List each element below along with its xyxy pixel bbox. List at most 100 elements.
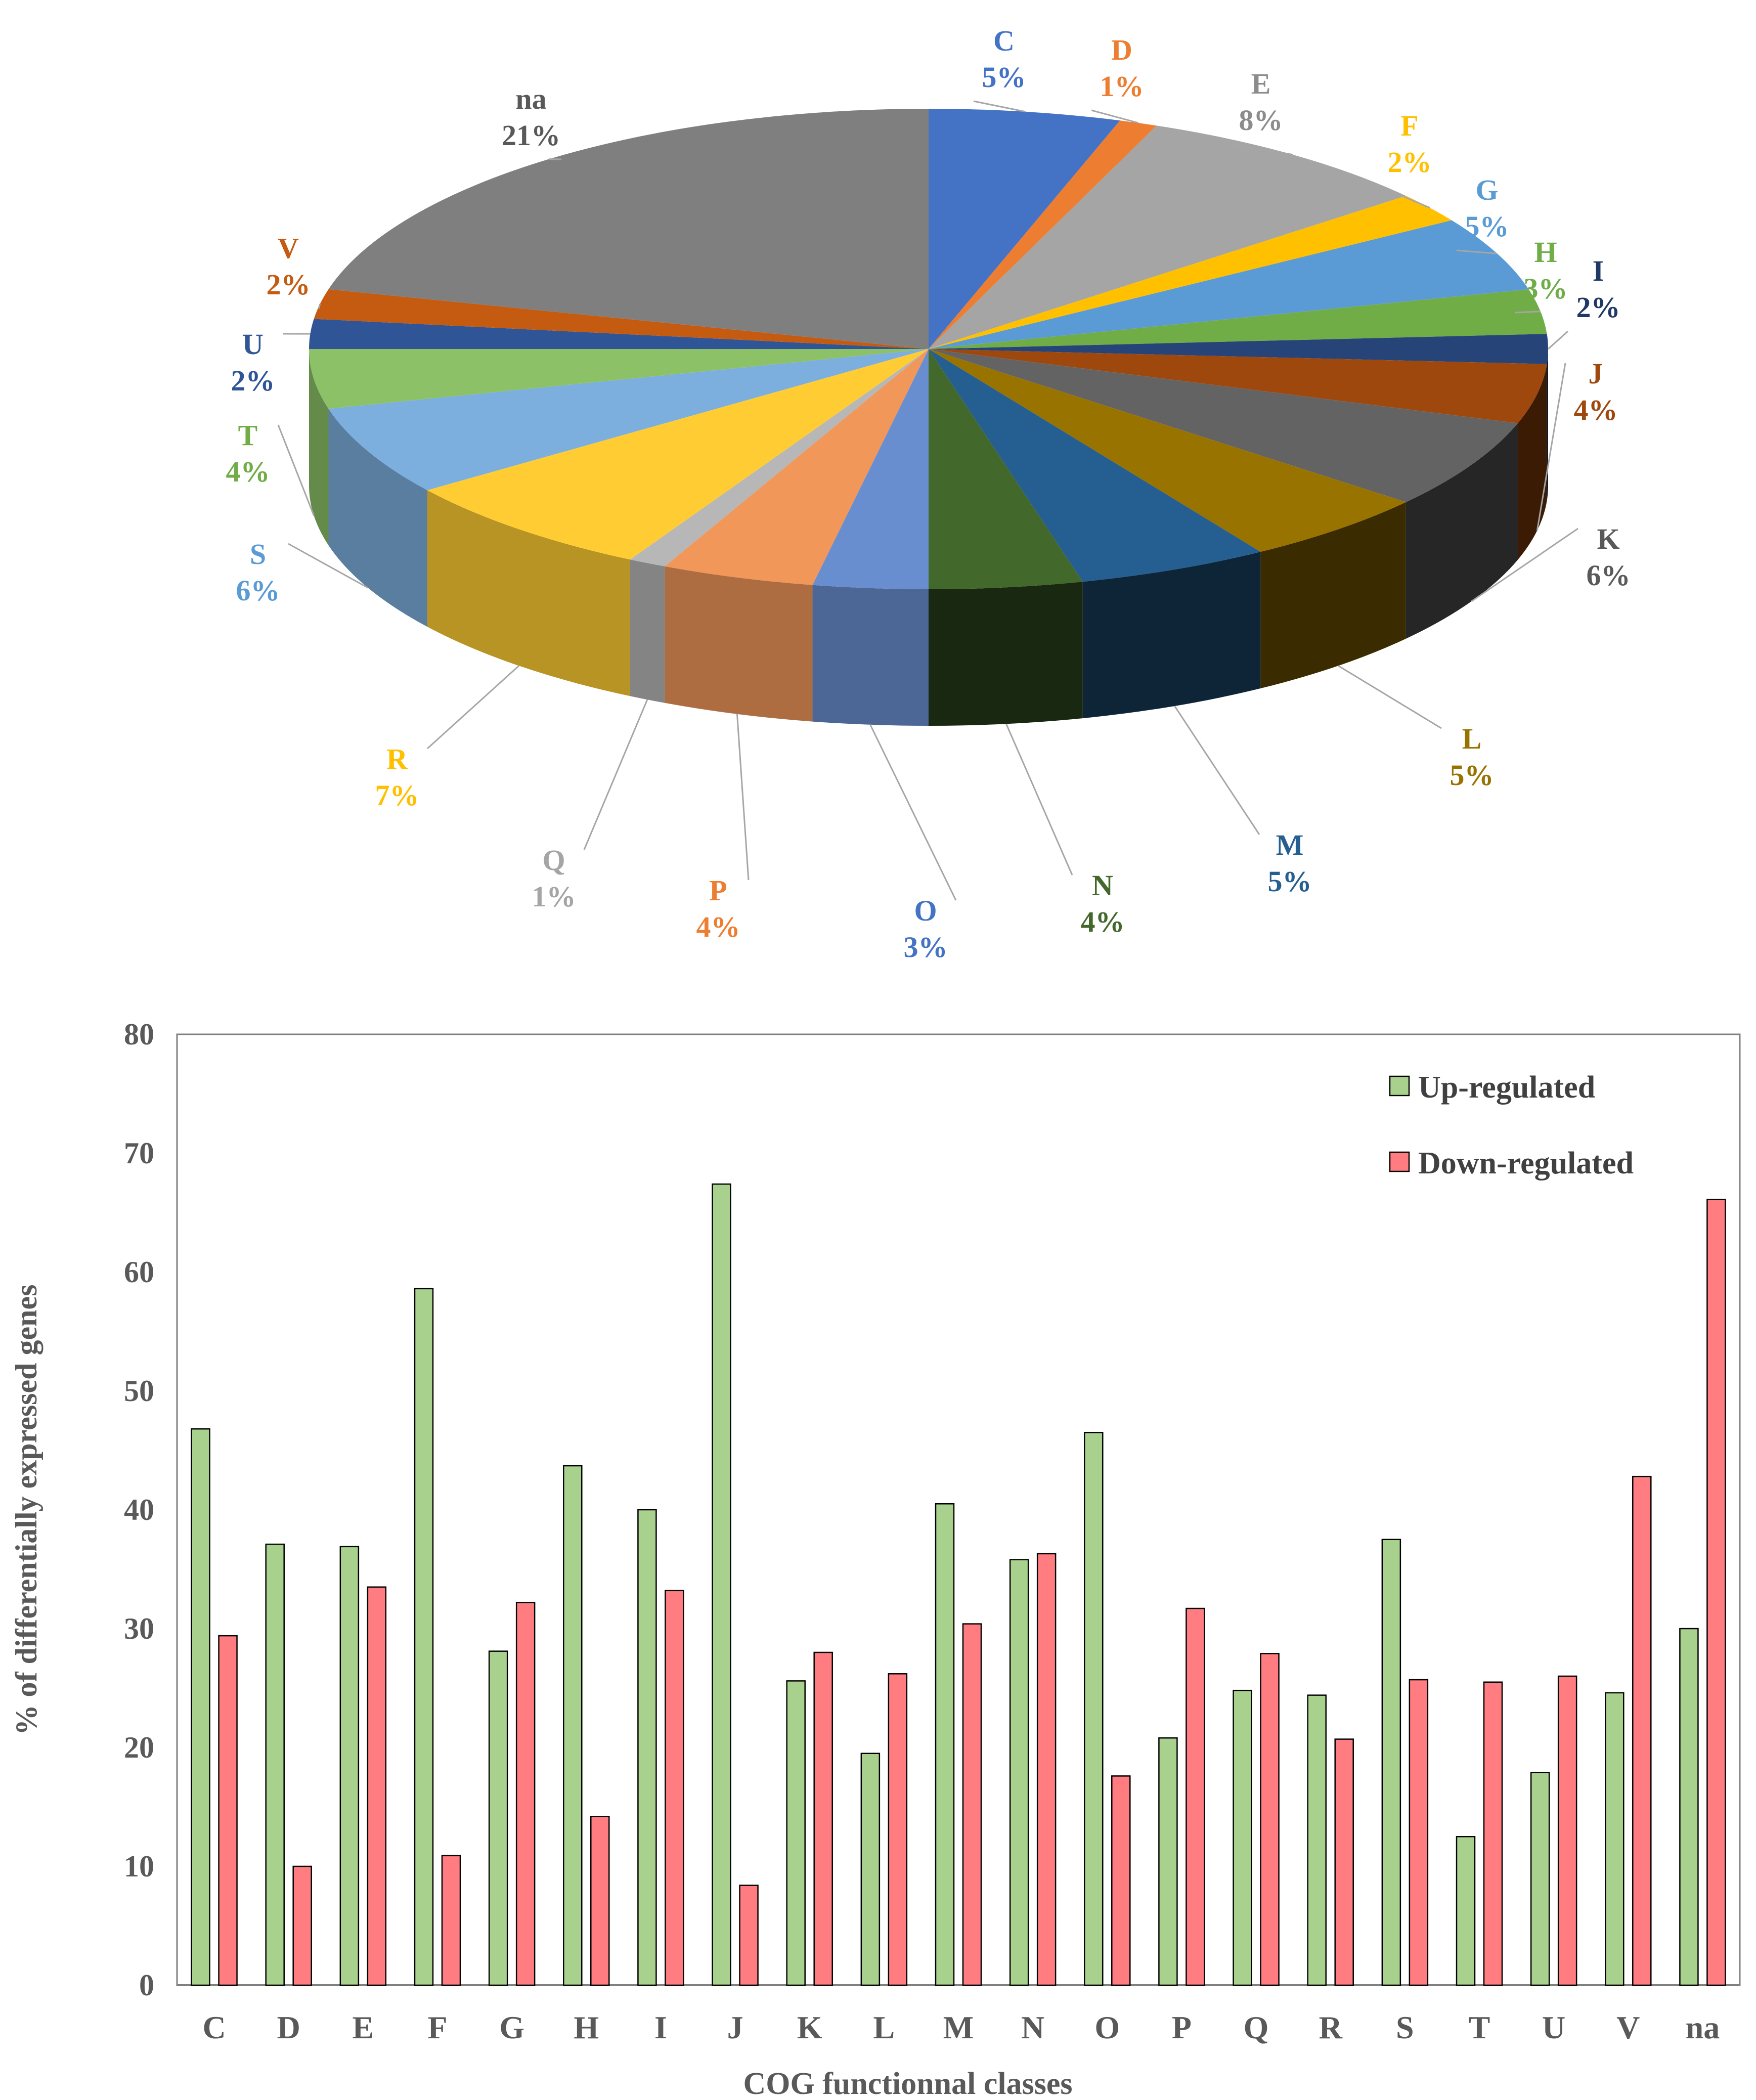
bar-down-regulated-n bbox=[1036, 1553, 1057, 1986]
pie-label-o: O bbox=[914, 894, 937, 927]
pie-side-n bbox=[929, 582, 1083, 726]
bar-down-regulated-s bbox=[1409, 1679, 1429, 1986]
pie-slice-p bbox=[665, 349, 929, 585]
pie-slice-h bbox=[929, 289, 1547, 349]
pie-leader-q bbox=[583, 699, 648, 850]
pie-slice-u bbox=[309, 319, 929, 349]
x-tick-h: H bbox=[574, 2009, 599, 2045]
pie-pct-r: 7% bbox=[375, 779, 419, 812]
bar-up-regulated-d bbox=[265, 1543, 285, 1986]
x-tick-u: U bbox=[1542, 2009, 1565, 2045]
pie-label-n: N bbox=[1092, 869, 1113, 902]
x-tick-k: K bbox=[797, 2009, 822, 2045]
bar-down-regulated-na bbox=[1706, 1199, 1726, 1986]
pie-leader-m bbox=[1174, 706, 1260, 835]
bar-up-regulated-t bbox=[1456, 1836, 1476, 1986]
bar-up-regulated-n bbox=[1009, 1559, 1029, 1986]
bar-down-regulated-m bbox=[962, 1623, 982, 1986]
pie-leader-d bbox=[1091, 109, 1139, 124]
bar-up-regulated-h bbox=[563, 1465, 583, 1986]
bar-down-regulated-k bbox=[813, 1651, 833, 1986]
pie-pct-e: 8% bbox=[1239, 104, 1283, 137]
pie-leader-h bbox=[1515, 311, 1541, 314]
pie-pct-t: 4% bbox=[226, 455, 270, 488]
legend-swatch-down-regulated bbox=[1389, 1151, 1410, 1172]
pie-side-m bbox=[1082, 552, 1261, 719]
plot-area-frame bbox=[176, 1033, 1741, 1986]
pie-leader-e bbox=[1230, 143, 1293, 156]
y-tick-0: 0 bbox=[139, 1968, 154, 2002]
pie-side-o bbox=[812, 585, 929, 726]
bar-up-regulated-g bbox=[488, 1650, 508, 1986]
bar-down-regulated-d bbox=[292, 1865, 312, 1986]
pie-leader-o bbox=[869, 724, 957, 901]
pie-leader-n bbox=[1005, 723, 1073, 876]
x-tick-m: M bbox=[943, 2009, 974, 2045]
bar-up-regulated-u bbox=[1530, 1772, 1550, 1986]
pie-pct-v: 2% bbox=[267, 268, 311, 301]
pie-label-na: na bbox=[515, 82, 546, 115]
pie-leader-g bbox=[1456, 249, 1498, 254]
bar-down-regulated-f bbox=[441, 1855, 461, 1986]
pie-label-d: D bbox=[1111, 33, 1132, 66]
pie-pct-na: 21% bbox=[502, 119, 560, 152]
pie-label-p: P bbox=[709, 874, 727, 907]
pie-pct-q: 1% bbox=[532, 880, 576, 913]
pie-pct-o: 3% bbox=[904, 931, 948, 964]
pie-side-i bbox=[1547, 349, 1548, 501]
pie-leader-t bbox=[277, 424, 315, 516]
pie-label-q: Q bbox=[542, 844, 565, 877]
y-tick-10: 10 bbox=[124, 1850, 154, 1883]
x-tick-e: E bbox=[353, 2009, 374, 2045]
pie-label-c: C bbox=[993, 24, 1015, 57]
bar-up-regulated-o bbox=[1084, 1432, 1104, 1986]
x-tick-q: Q bbox=[1244, 2009, 1269, 2045]
y-tick-30: 30 bbox=[124, 1612, 154, 1645]
pie-label-e: E bbox=[1251, 67, 1271, 100]
bar-up-regulated-s bbox=[1381, 1539, 1401, 1986]
pie-side-l bbox=[1260, 502, 1406, 689]
pie-label-g: G bbox=[1475, 173, 1498, 206]
x-tick-j: J bbox=[727, 2009, 743, 2045]
pie-label-s: S bbox=[250, 538, 266, 571]
pie-slice-t bbox=[309, 349, 929, 409]
x-tick-i: I bbox=[654, 2009, 667, 2045]
pie-pct-i: 2% bbox=[1576, 291, 1620, 324]
pie-side-t bbox=[309, 349, 329, 546]
pie-pct-s: 6% bbox=[236, 574, 280, 607]
pie-label-t: T bbox=[238, 419, 258, 452]
x-tick-r: R bbox=[1319, 2009, 1343, 2045]
pie-label-f: F bbox=[1400, 109, 1418, 142]
pie-slice-v bbox=[314, 289, 929, 349]
pie-slice-d bbox=[929, 120, 1157, 349]
pie-pct-g: 5% bbox=[1465, 210, 1509, 243]
bar-down-regulated-r bbox=[1334, 1738, 1354, 1986]
x-tick-o: O bbox=[1094, 2009, 1120, 2045]
pie-leader-l bbox=[1338, 665, 1442, 729]
bar-up-regulated-m bbox=[935, 1503, 955, 1986]
x-tick-v: V bbox=[1616, 2009, 1640, 2045]
pie-side-q bbox=[630, 559, 665, 703]
cog-pie-chart: C5%D1% E8% F2%G5%H3%I2%J4%K6%L5%M5%N4%O3%P… bbox=[226, 24, 1631, 964]
bar-down-regulated-u bbox=[1557, 1675, 1577, 1986]
pie-leader-r bbox=[426, 665, 519, 750]
pie-slice-m bbox=[929, 349, 1261, 582]
pie-pct-c: 5% bbox=[982, 61, 1026, 94]
bar-down-regulated-l bbox=[888, 1673, 908, 1986]
x-axis-label: COG functionnal classes bbox=[743, 2067, 1072, 2100]
pie-pct-u: 2% bbox=[231, 364, 275, 397]
pie-side-j bbox=[1518, 364, 1547, 560]
bar-down-regulated-p bbox=[1186, 1607, 1205, 1986]
pie-side-wall bbox=[309, 349, 1548, 726]
pie-slice-k bbox=[929, 349, 1518, 502]
x-tick-g: G bbox=[499, 2009, 524, 2045]
bar-up-regulated-j bbox=[712, 1183, 731, 1986]
bar-down-regulated-i bbox=[665, 1590, 684, 1986]
bar-down-regulated-g bbox=[515, 1602, 536, 1986]
bar-up-regulated-k bbox=[786, 1680, 806, 1986]
pie-label-l: L bbox=[1462, 722, 1482, 755]
bar-up-regulated-f bbox=[414, 1288, 434, 1986]
legend-swatch-up-regulated bbox=[1389, 1075, 1410, 1097]
